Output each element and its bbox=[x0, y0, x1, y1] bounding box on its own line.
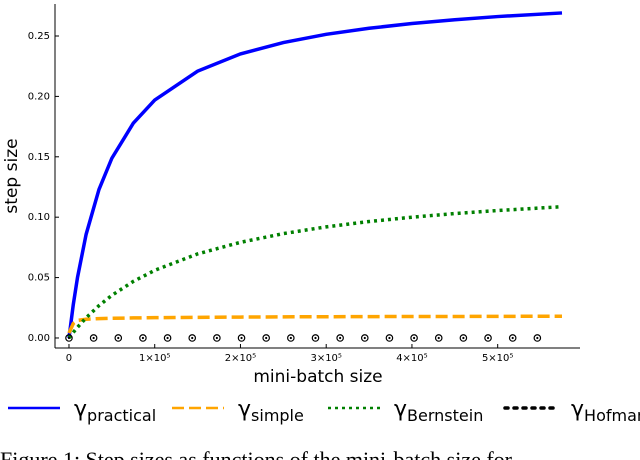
series-line bbox=[67, 11, 563, 339]
x-tick-label: 3×10⁵ bbox=[310, 353, 341, 364]
legend-label: γHofmann bbox=[571, 397, 640, 425]
x-axis-label: mini-batch size bbox=[253, 367, 382, 387]
series-line bbox=[67, 314, 562, 334]
marker bbox=[114, 334, 123, 342]
marker bbox=[360, 334, 369, 342]
legend-symbol: γ bbox=[238, 397, 251, 422]
marker-dot bbox=[191, 336, 194, 340]
y-tick-label: 0.25 bbox=[28, 31, 50, 42]
marker-dot bbox=[339, 336, 342, 340]
caption: Figure 1: Step sizes as functions of the… bbox=[0, 447, 513, 460]
marker bbox=[311, 334, 320, 342]
y-tick-label: 0.15 bbox=[28, 152, 50, 163]
y-tick-label: 0.20 bbox=[28, 91, 50, 102]
x-tick-label: 5×10⁵ bbox=[482, 353, 513, 364]
marker-dot bbox=[67, 336, 71, 340]
marker bbox=[262, 334, 270, 342]
marker bbox=[287, 334, 295, 342]
legend-subscript: Hofmann bbox=[584, 406, 640, 425]
legend-label: γsimple bbox=[238, 397, 304, 425]
marker bbox=[533, 334, 542, 342]
legend-symbol: γ bbox=[394, 397, 407, 422]
marker-dot bbox=[314, 336, 317, 340]
y-tick-label: 0.00 bbox=[28, 333, 50, 344]
x-tick-label: 0 bbox=[66, 353, 72, 364]
marker-dot bbox=[265, 336, 268, 340]
marker bbox=[410, 334, 418, 342]
x-tick-label: 4×10⁵ bbox=[396, 353, 427, 364]
marker-dot bbox=[511, 336, 514, 340]
marker-dot bbox=[141, 336, 145, 340]
marker bbox=[434, 334, 443, 342]
marker bbox=[188, 334, 197, 342]
y-tick-label: 0.05 bbox=[28, 273, 50, 284]
marker-dot bbox=[388, 336, 391, 340]
marker bbox=[237, 334, 246, 342]
marker bbox=[336, 334, 344, 342]
legend-subscript: Bernstein bbox=[407, 406, 483, 425]
legend-label: γBernstein bbox=[394, 397, 483, 425]
marker bbox=[213, 334, 221, 342]
series-line bbox=[67, 204, 563, 340]
marker-dot bbox=[363, 336, 366, 340]
marker-dot bbox=[289, 336, 292, 340]
legend-subscript: simple bbox=[251, 406, 304, 425]
marker bbox=[459, 334, 468, 342]
legend-subscript: practical bbox=[87, 406, 156, 425]
marker bbox=[508, 334, 517, 342]
marker bbox=[484, 334, 492, 342]
marker-dot bbox=[117, 336, 120, 340]
legend-symbol: γ bbox=[74, 397, 87, 422]
marker bbox=[65, 334, 73, 342]
marker-dot bbox=[486, 336, 490, 340]
marker-dot bbox=[536, 336, 539, 340]
marker bbox=[385, 334, 394, 342]
marker-dot bbox=[462, 336, 465, 340]
marker-dot bbox=[92, 336, 95, 340]
marker bbox=[139, 334, 147, 342]
legend-label: γpractical bbox=[74, 397, 156, 425]
x-tick-label: 2×10⁵ bbox=[225, 353, 256, 364]
legend-symbol: γ bbox=[571, 397, 584, 422]
marker-dot bbox=[240, 336, 243, 340]
marker bbox=[89, 334, 98, 342]
marker-dot bbox=[437, 336, 440, 340]
marker bbox=[163, 334, 172, 342]
marker-dot bbox=[166, 336, 169, 340]
y-tick-label: 0.10 bbox=[28, 212, 50, 223]
x-tick-label: 1×10⁵ bbox=[139, 353, 170, 364]
y-axis-label: step size bbox=[2, 138, 22, 213]
marker-dot bbox=[412, 336, 416, 340]
marker-dot bbox=[215, 336, 218, 340]
